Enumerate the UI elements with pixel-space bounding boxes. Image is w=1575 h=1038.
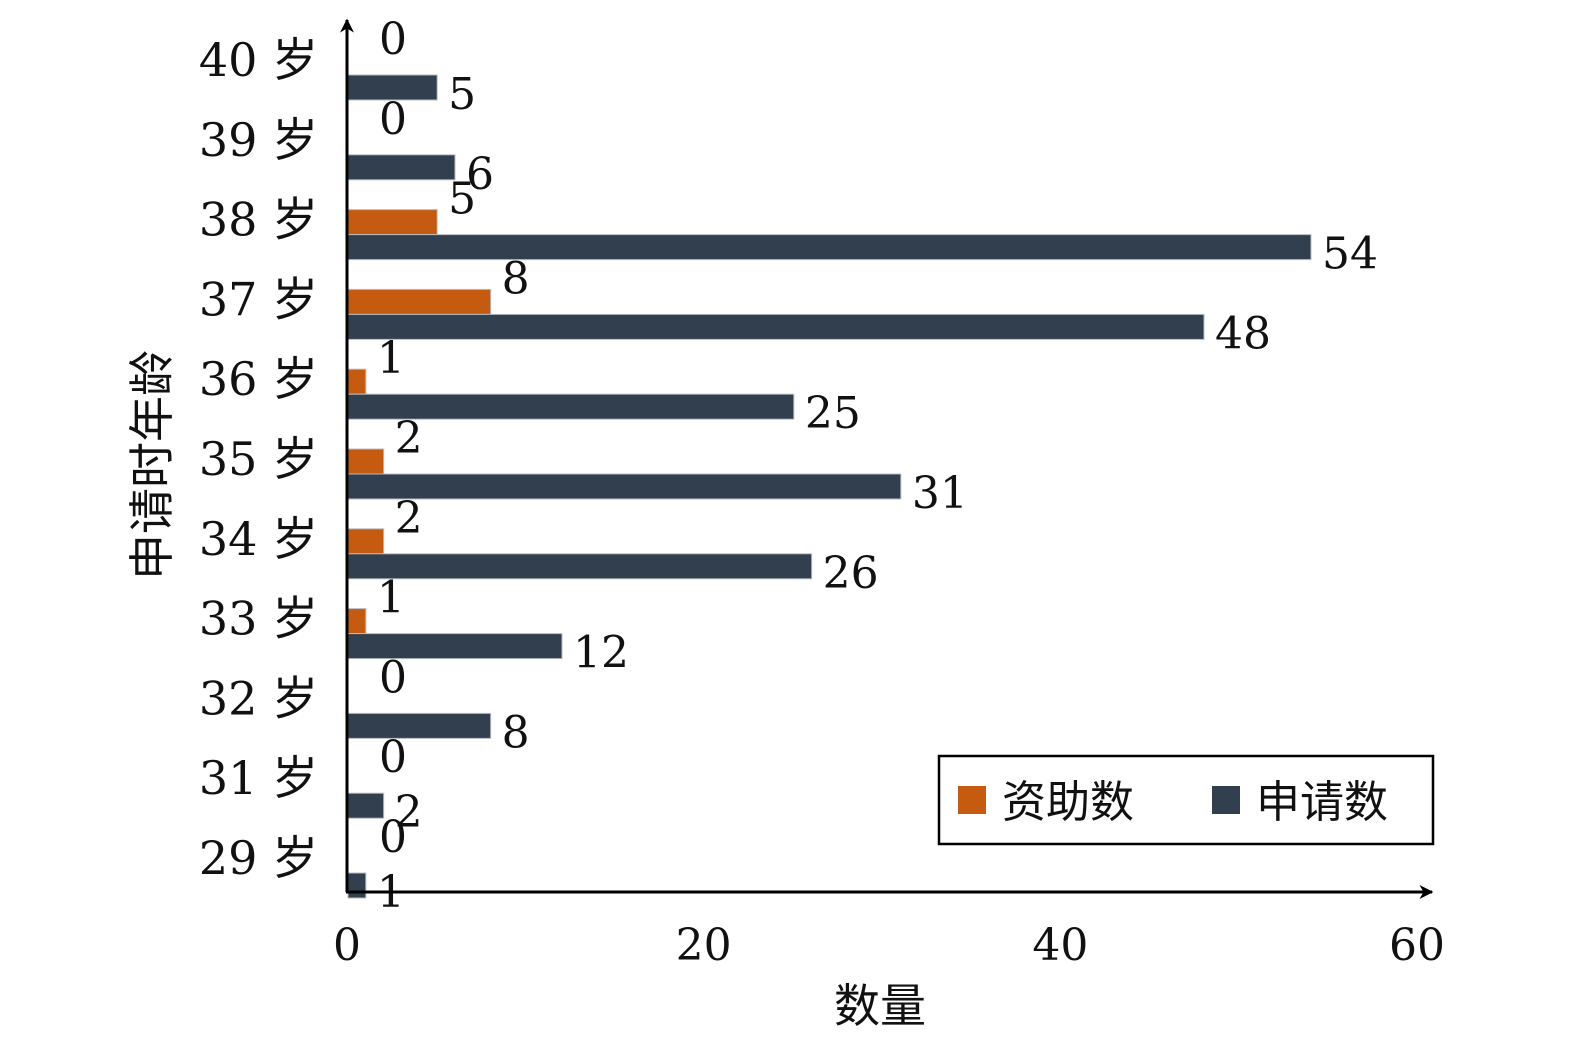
value-label-funded: 0 [379, 732, 407, 783]
category-labels-layer: 40 岁 39 岁 38 岁 37 岁 36 岁 35 岁 34 岁 33 岁 32 岁 31 岁… [199, 33, 318, 885]
bar-funded [347, 288, 492, 315]
value-label-applications: 2 [395, 787, 423, 838]
value-label-funded: 1 [377, 573, 405, 624]
x-tick-label: 0 [333, 920, 361, 971]
category-label: 29 岁 [199, 831, 318, 885]
value-label-applications: 8 [502, 707, 530, 758]
value-label-applications: 26 [823, 548, 879, 599]
category-label: 33 岁 [199, 592, 318, 646]
category-label: 37 岁 [199, 272, 318, 326]
category-label: 34 岁 [199, 512, 318, 566]
legend-label-funded: 资助数 [1002, 777, 1134, 828]
x-tick-labels: 0 20 40 60 [333, 920, 1445, 971]
value-label-funded: 2 [395, 413, 423, 464]
y-axis-title: 申请时年龄 [125, 350, 179, 580]
x-tick-label: 40 [1032, 920, 1088, 971]
value-label-funded: 2 [395, 493, 423, 544]
category-label: 31 岁 [199, 751, 318, 805]
category-label: 36 岁 [199, 352, 318, 406]
bar-funded [347, 448, 385, 475]
bar-applications [347, 313, 1205, 340]
bar-applications [347, 473, 902, 500]
x-tick-label: 20 [676, 920, 732, 971]
category-label: 32 岁 [199, 671, 318, 725]
bar-applications [347, 633, 563, 660]
bar-applications [347, 712, 492, 739]
x-tick-label: 60 [1389, 920, 1445, 971]
legend: 资助数 申请数 [937, 754, 1435, 846]
category-label: 35 岁 [199, 432, 318, 486]
category-label: 39 岁 [199, 113, 318, 167]
bar-funded [347, 608, 367, 635]
legend-swatch-applications [1212, 786, 1240, 814]
bars-layer [347, 74, 1312, 899]
category-label: 38 岁 [199, 193, 318, 247]
value-label-applications: 6 [466, 149, 494, 200]
value-label-funded: 0 [379, 94, 407, 145]
bar-funded [347, 528, 385, 555]
category-label: 40 岁 [199, 33, 318, 87]
value-label-funded: 1 [377, 333, 405, 384]
legend-label-applications: 申请数 [1256, 777, 1388, 828]
x-axis-title: 数量 [834, 979, 926, 1033]
bar-applications [347, 872, 367, 899]
value-label-funded: 0 [379, 14, 407, 65]
bar-funded [347, 368, 367, 395]
value-label-applications: 12 [573, 628, 629, 679]
legend-box [937, 754, 1435, 846]
bar-applications [347, 234, 1312, 261]
legend-swatch-funded [958, 786, 986, 814]
value-label-funded: 0 [379, 812, 407, 863]
value-label-applications: 48 [1215, 308, 1271, 359]
value-label-funded: 8 [502, 253, 530, 304]
value-label-applications: 25 [805, 388, 861, 439]
bar-applications [347, 792, 385, 819]
value-label-funded: 0 [379, 652, 407, 703]
value-label-applications: 5 [448, 69, 476, 120]
value-label-applications: 31 [912, 468, 968, 519]
bar-applications [347, 154, 456, 181]
bar-funded [347, 209, 438, 236]
value-label-funded: 5 [448, 174, 476, 225]
value-label-applications: 54 [1322, 229, 1378, 280]
bar-applications [347, 553, 813, 580]
bar-applications [347, 393, 795, 420]
